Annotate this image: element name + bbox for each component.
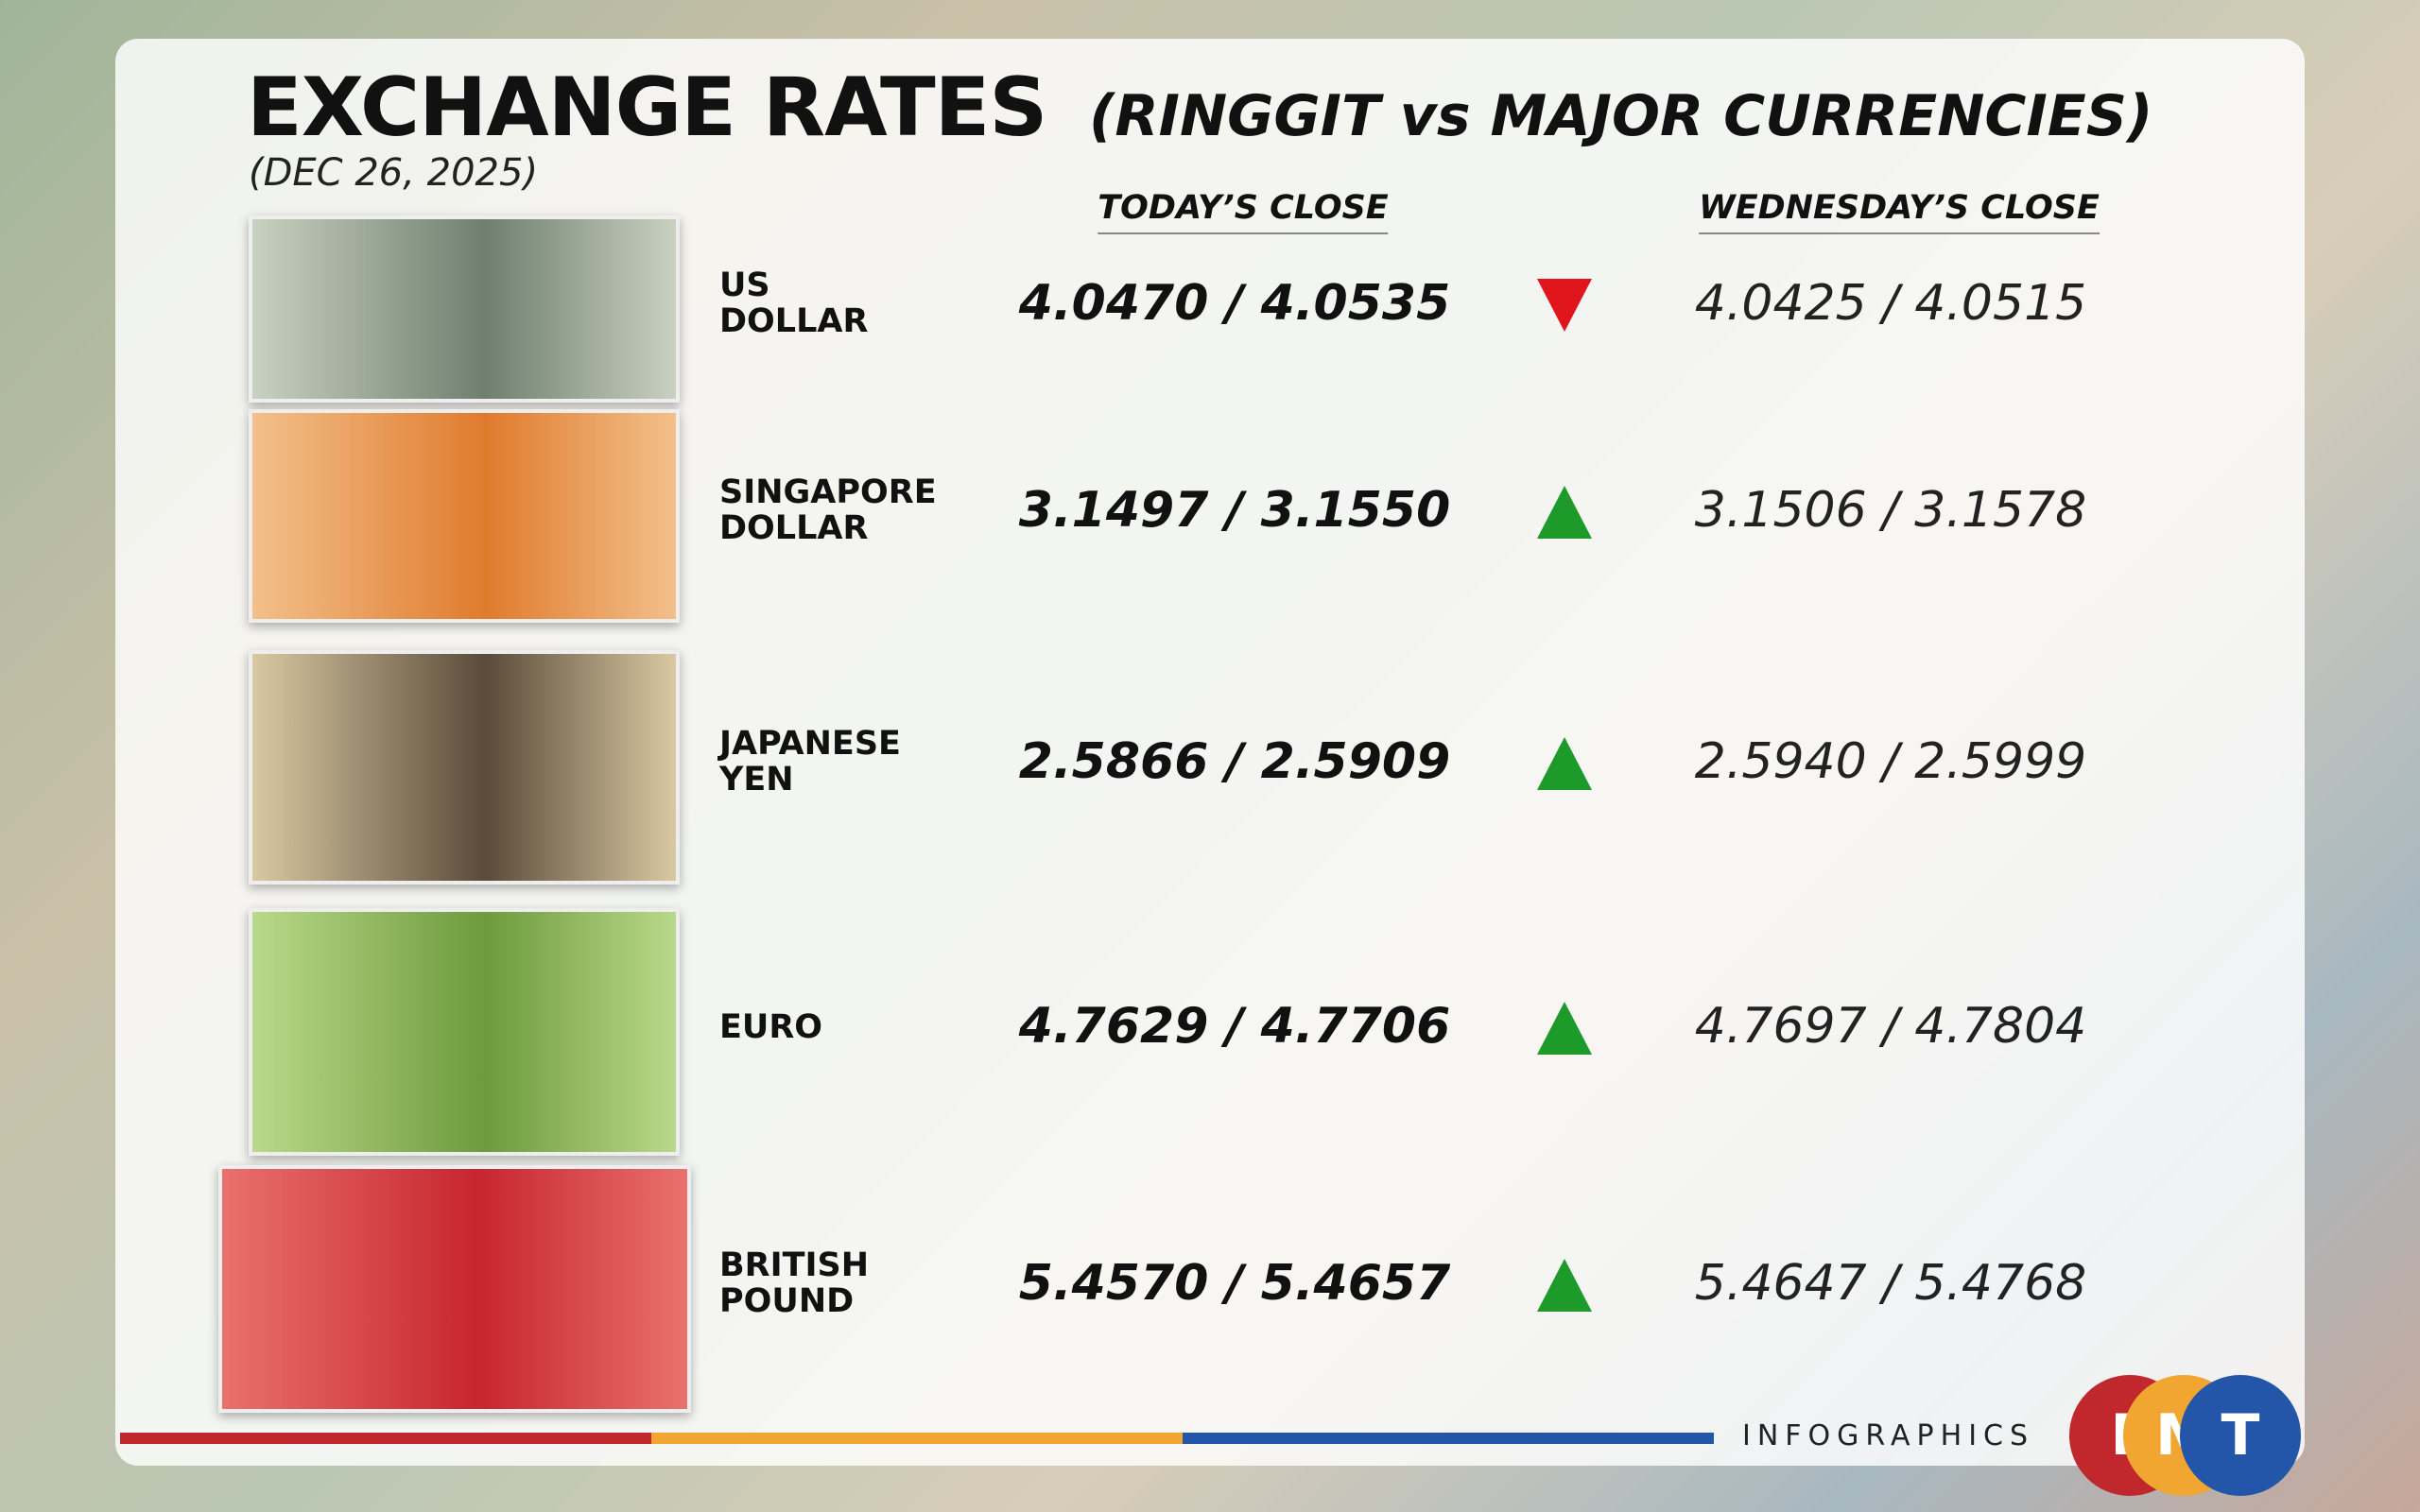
currency-line: EURO	[719, 1008, 823, 1046]
banknote	[249, 409, 680, 623]
title: EXCHANGE RATES	[247, 60, 1047, 155]
arrow-shape	[1537, 1259, 1592, 1312]
previous-rate: 3.1506 / 3.1578	[1694, 482, 2087, 539]
column-header: WEDNESDAY’S CLOSE	[1699, 189, 2100, 234]
banknote	[218, 1165, 691, 1413]
currency-name: EURO	[719, 1009, 822, 1045]
footer-bar	[651, 1433, 1183, 1444]
currency-line: DOLLAR	[719, 509, 869, 547]
today-rate: 5.4570 / 5.4657	[1018, 1255, 1451, 1312]
today-rate: 4.0470 / 4.0535	[1018, 275, 1451, 332]
currency-line: POUND	[719, 1282, 855, 1320]
arrow-shape	[1537, 737, 1592, 790]
currency-name: SINGAPORE DOLLAR	[719, 474, 937, 546]
banknote	[249, 215, 680, 403]
currency-line: DOLLAR	[719, 302, 869, 340]
previous-rate: 4.0425 / 4.0515	[1694, 275, 2087, 332]
column-header: TODAY’S CLOSE	[1098, 189, 1389, 234]
footer-bar	[120, 1433, 651, 1444]
currency-line: YEN	[719, 761, 794, 799]
arrow-down	[1537, 279, 1592, 332]
footer-bar	[1183, 1433, 1714, 1444]
previous-rate: 5.4647 / 5.4768	[1694, 1255, 2087, 1312]
arrow-shape	[1537, 279, 1592, 332]
currency-line: JAPANESE	[719, 725, 901, 763]
previous-rate: 2.5940 / 2.5999	[1694, 733, 2087, 790]
today-rate: 2.5866 / 2.5909	[1018, 733, 1451, 790]
currency-line: US	[719, 266, 770, 304]
currency-line: SINGAPORE	[719, 473, 937, 511]
subtitle: (RINGGIT vs MAJOR CURRENCIES)	[1089, 83, 2153, 149]
today-rate: 4.7629 / 4.7706	[1018, 998, 1451, 1055]
currency-name: JAPANESE YEN	[719, 726, 901, 798]
banknote	[249, 908, 680, 1156]
arrow-shape	[1537, 1002, 1592, 1055]
logo-letter: T	[2180, 1375, 2301, 1496]
banknote	[249, 650, 680, 885]
previous-rate: 4.7697 / 4.7804	[1694, 998, 2087, 1055]
currency-name: US DOLLAR	[719, 267, 868, 339]
today-rate: 3.1497 / 3.1550	[1018, 482, 1451, 539]
arrow-up	[1537, 1259, 1592, 1312]
footer-label: INFOGRAPHICS	[1742, 1419, 2035, 1452]
date: (DEC 26, 2025)	[249, 151, 539, 195]
currency-name: BRITISH POUND	[719, 1247, 869, 1319]
arrow-up	[1537, 1002, 1592, 1055]
arrow-up	[1537, 486, 1592, 539]
currency-line: BRITISH	[719, 1246, 870, 1284]
arrow-shape	[1537, 486, 1592, 539]
arrow-up	[1537, 737, 1592, 790]
